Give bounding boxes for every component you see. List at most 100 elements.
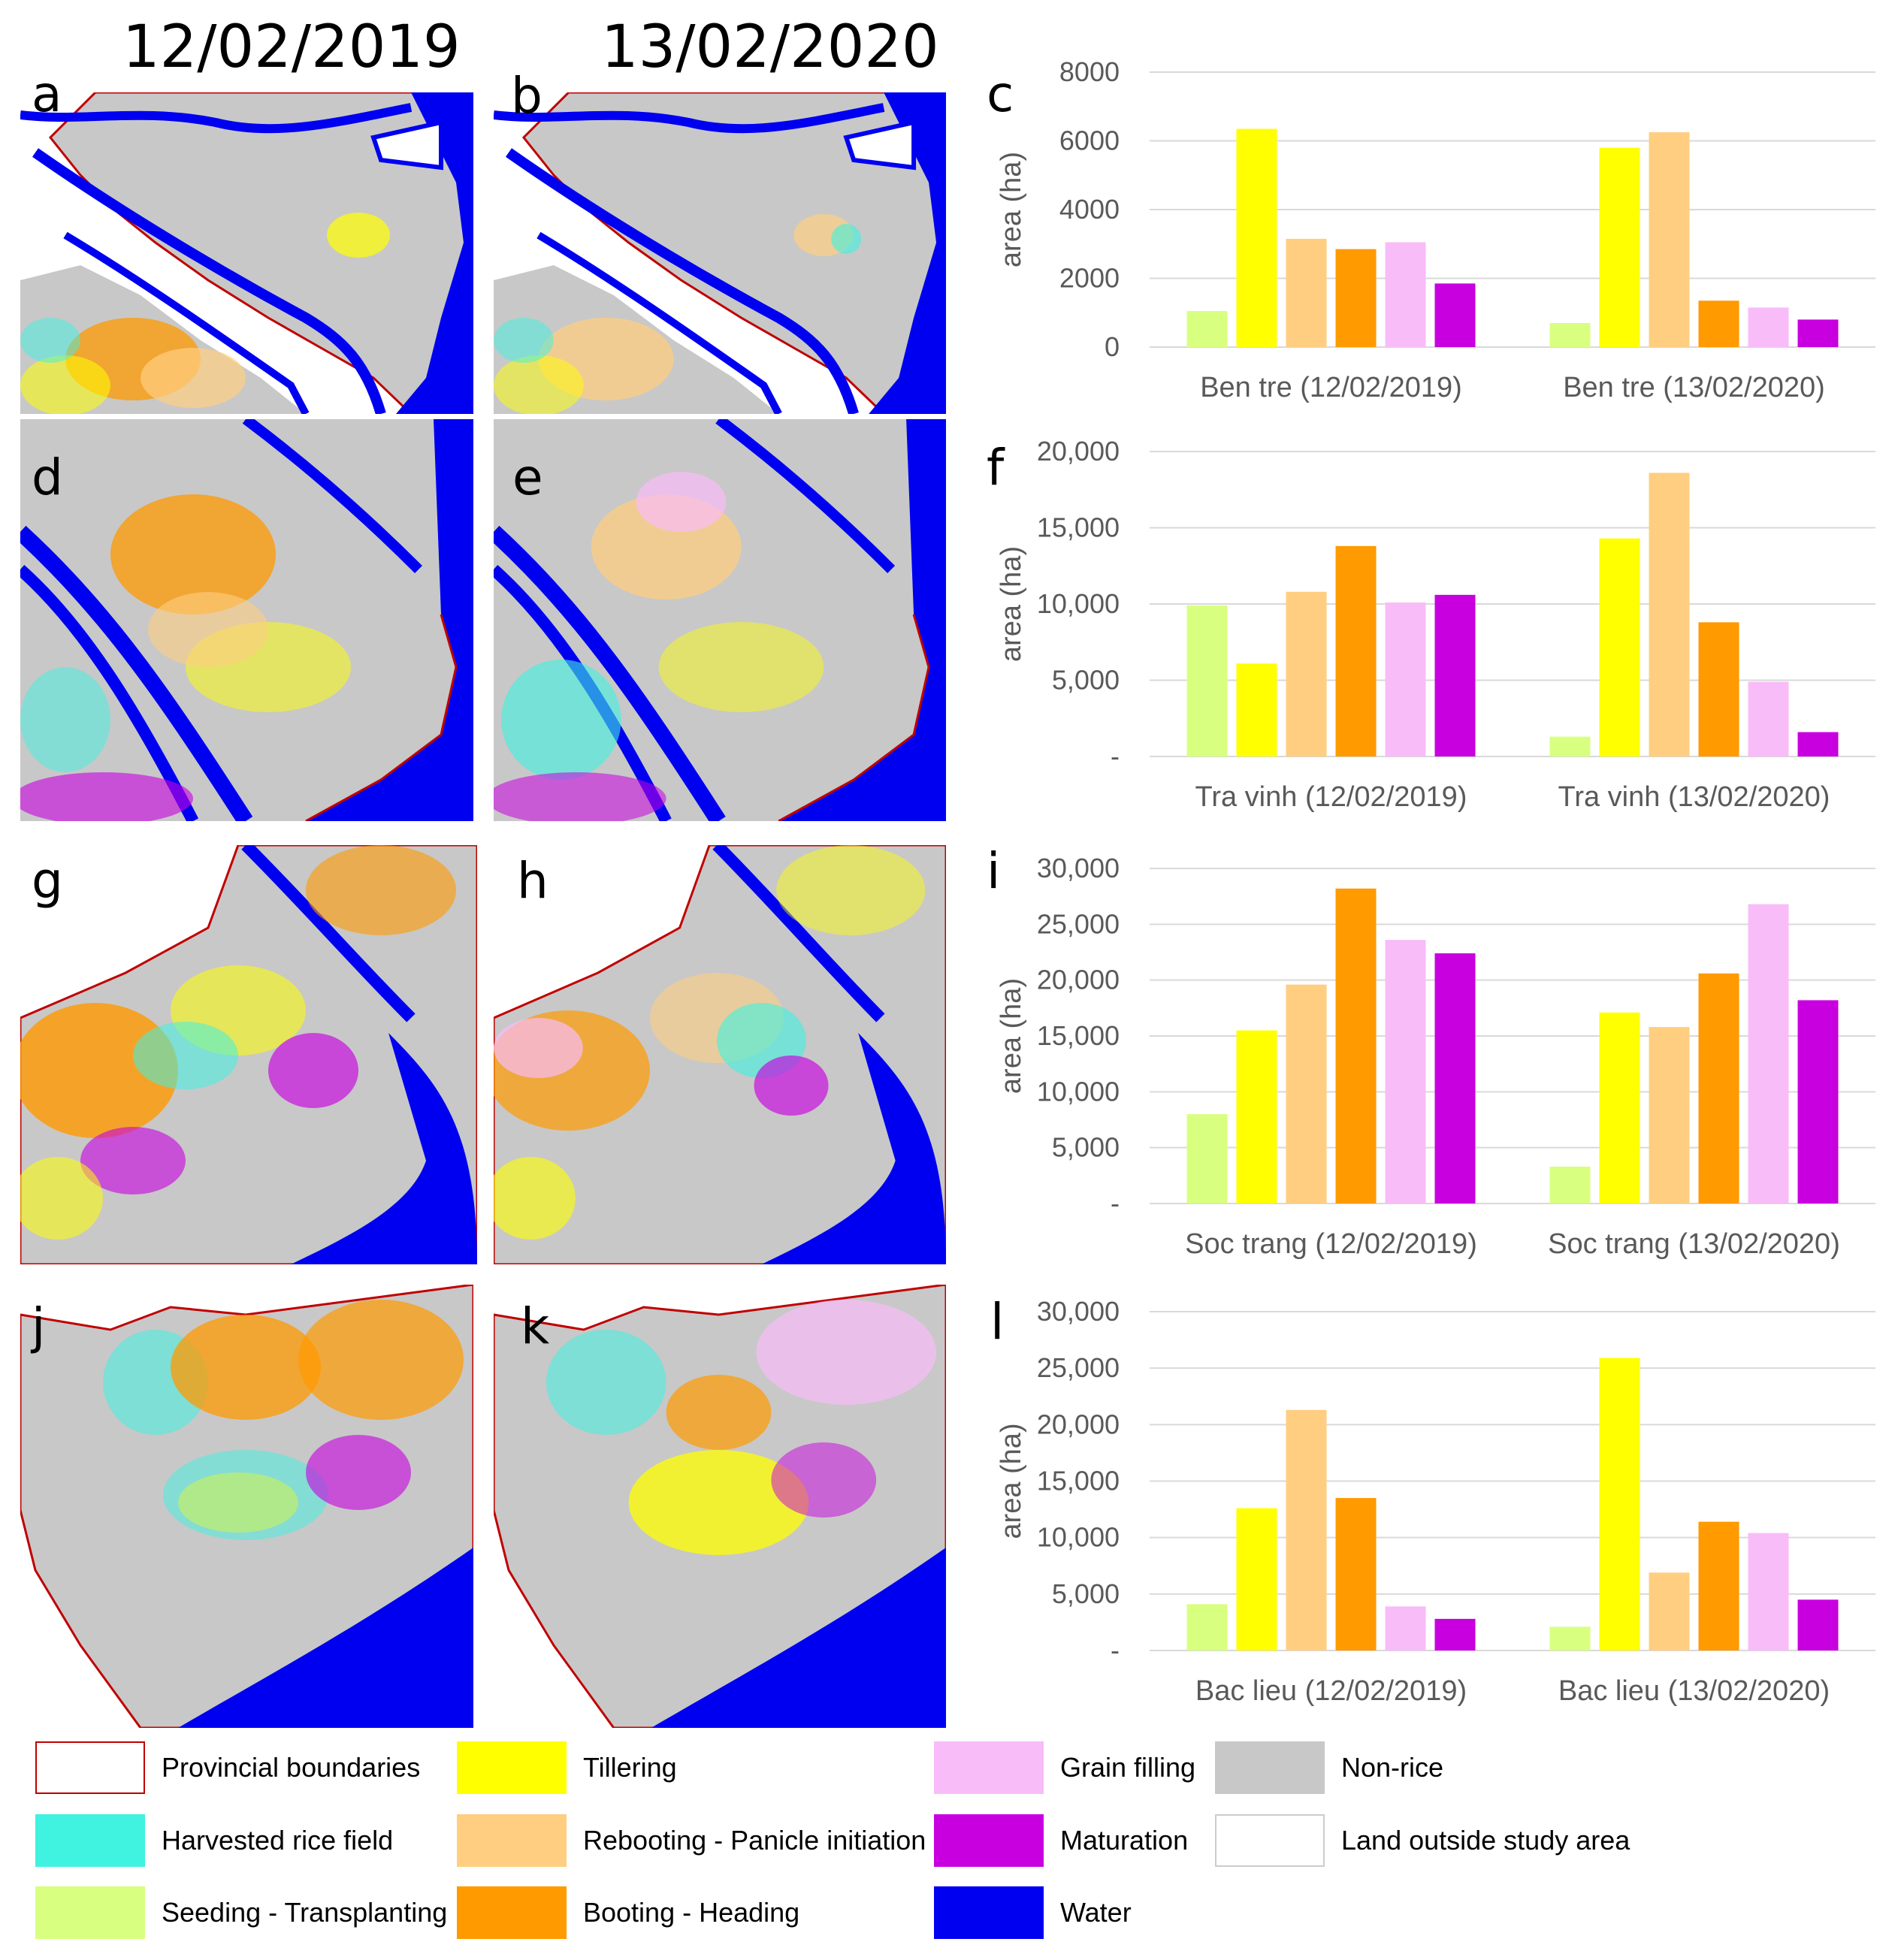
map-h <box>494 845 946 1264</box>
map-a-svg <box>20 92 473 414</box>
y-axis-label: area (ha) <box>996 978 1027 1094</box>
map-j <box>20 1285 473 1728</box>
y-axis-label: area (ha) <box>996 152 1027 267</box>
panel-label-d: d <box>32 448 63 506</box>
legend-item-water: Water <box>934 1886 1132 1939</box>
y-tick-label: 5,000 <box>1052 665 1120 696</box>
y-tick-label: - <box>1111 1635 1120 1666</box>
y-tick-label: 25,000 <box>1037 1352 1120 1383</box>
bar <box>1748 307 1789 347</box>
chart-l: - 5,000 10,000 15,000 20,000 25,000 30,000 area… <box>977 1285 1898 1724</box>
legend-item-booting: Booting - Heading <box>457 1886 799 1939</box>
bar <box>1236 1030 1277 1203</box>
legend-swatch-seeding <box>35 1886 145 1939</box>
bar <box>1236 663 1277 757</box>
y-tick-label: - <box>1111 741 1120 772</box>
legend-item-harvested: Harvested rice field <box>35 1814 393 1867</box>
map-e <box>494 419 946 821</box>
bar <box>1549 1166 1591 1203</box>
legend-label-water: Water <box>1060 1897 1132 1928</box>
bar <box>1649 1027 1690 1203</box>
chart-c-svg: 0 2000 4000 6000 8000 area (ha) Ben tre (12/02… <box>996 56 1875 403</box>
y-tick-label: 10,000 <box>1037 1076 1120 1107</box>
y-tick-label: 5,000 <box>1052 1578 1120 1609</box>
panel-label-b: b <box>511 67 543 125</box>
y-axis-label: area (ha) <box>996 546 1027 662</box>
bar <box>1649 132 1690 347</box>
y-tick-label: 15,000 <box>1037 1020 1120 1051</box>
bar <box>1335 249 1377 347</box>
y-tick-label: 15,000 <box>1037 512 1120 543</box>
map-a <box>20 92 473 414</box>
map-g <box>20 845 477 1264</box>
bar <box>1549 1626 1591 1650</box>
bar <box>1797 1599 1839 1650</box>
panel-label-i: i <box>987 842 1001 900</box>
legend-swatch-land-outside <box>1215 1814 1325 1867</box>
legend-swatch-maturation <box>934 1814 1044 1867</box>
y-tick-label: 10,000 <box>1037 588 1120 619</box>
legend-label-provincial-boundaries: Provincial boundaries <box>162 1752 421 1783</box>
bar <box>1286 1409 1327 1650</box>
panel-label-k: k <box>521 1297 550 1355</box>
bar <box>1649 1572 1690 1650</box>
legend-item-seeding: Seeding - Transplanting <box>35 1886 447 1939</box>
panel-label-g: g <box>32 852 63 910</box>
legend-label-tillering: Tillering <box>583 1752 677 1783</box>
bar <box>1385 940 1426 1203</box>
bar <box>1698 622 1739 757</box>
bar <box>1797 1000 1839 1203</box>
y-axis-label: area (ha) <box>996 1423 1027 1539</box>
bar <box>1335 888 1377 1203</box>
chart-f-svg: - 5,000 10,000 15,000 20,000 area (ha) Tra vin… <box>996 436 1875 813</box>
x-category-label: Bac lieu (13/02/2020) <box>1558 1675 1830 1707</box>
panel-label-f: f <box>987 439 1005 497</box>
bar <box>1599 538 1640 757</box>
legend-swatch-non-rice <box>1215 1741 1325 1794</box>
bar <box>1186 310 1228 347</box>
bar <box>1186 1604 1228 1650</box>
legend-label-maturation: Maturation <box>1060 1825 1189 1856</box>
map-d <box>20 419 473 821</box>
x-category-label: Tra vinh (13/02/2020) <box>1558 781 1830 813</box>
bar <box>1385 1606 1426 1650</box>
y-tick-label: 6000 <box>1059 125 1120 156</box>
bar <box>1599 147 1640 347</box>
bar <box>1335 1498 1377 1650</box>
x-category-label: Ben tre (13/02/2020) <box>1563 372 1825 403</box>
bar <box>1385 242 1426 347</box>
bar <box>1286 238 1327 347</box>
legend-swatch-tillering <box>457 1741 567 1794</box>
x-category-label: Soc trang (13/02/2020) <box>1548 1228 1840 1260</box>
bar <box>1335 545 1377 757</box>
date-title-2020: 13/02/2020 <box>601 14 939 81</box>
legend-swatch-harvested <box>35 1814 145 1867</box>
y-tick-label: 0 <box>1105 331 1120 362</box>
legend-swatch-booting <box>457 1886 567 1939</box>
date-title-2019: 12/02/2019 <box>122 14 461 81</box>
bar <box>1186 606 1228 757</box>
legend: Provincial boundaries Harvested rice fie… <box>0 1728 1898 1960</box>
panel-label-j: j <box>32 1297 46 1355</box>
y-tick-label: - <box>1111 1188 1120 1219</box>
map-e-svg <box>494 419 946 821</box>
map-k <box>494 1285 946 1728</box>
legend-item-non-rice: Non-rice <box>1215 1741 1443 1794</box>
y-tick-label: 4000 <box>1059 194 1120 225</box>
bar <box>1286 984 1327 1203</box>
y-tick-label: 20,000 <box>1037 965 1120 995</box>
bar <box>1236 1508 1277 1650</box>
bar <box>1748 904 1789 1203</box>
panel-label-l: l <box>990 1293 1005 1351</box>
legend-swatch-provincial-boundaries <box>35 1741 145 1794</box>
map-j-svg <box>20 1285 473 1728</box>
y-tick-label: 8000 <box>1059 56 1120 87</box>
bar <box>1434 594 1476 757</box>
map-b <box>494 92 946 414</box>
bar <box>1434 953 1476 1203</box>
y-tick-label: 2000 <box>1059 263 1120 294</box>
bar <box>1549 736 1591 757</box>
legend-label-seeding: Seeding - Transplanting <box>162 1897 448 1928</box>
chart-i-svg: - 5,000 10,000 15,000 20,000 25,000 30,000 area… <box>996 853 1875 1260</box>
legend-label-harvested: Harvested rice field <box>162 1825 394 1856</box>
